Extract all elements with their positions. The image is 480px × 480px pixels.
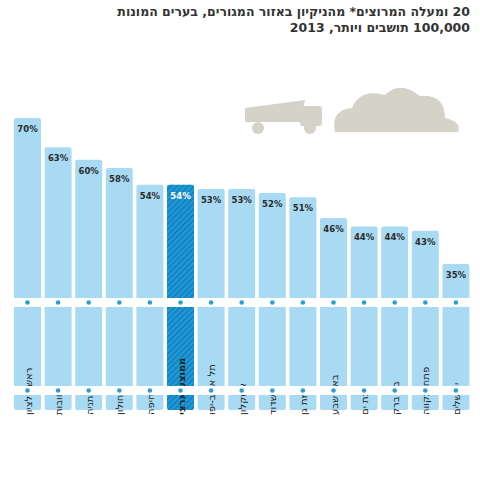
bands	[0, 298, 480, 395]
data-labels: 70% 63% 60% 58% 54% 54% 53% 53% 52% 51% 46% 44% 44% 4…	[17, 124, 466, 280]
data-label: 44%	[354, 232, 375, 242]
band-dot	[423, 300, 428, 305]
category-label: חולון	[114, 395, 125, 415]
band-dot	[117, 388, 122, 393]
band-dot	[25, 300, 30, 305]
title: 20 ומעלה המרוצים* מהניקיון באזור המגורים…	[117, 4, 470, 19]
band-dot	[117, 300, 122, 305]
truck-wheel	[252, 122, 264, 134]
band-dot	[331, 388, 336, 393]
band-dot	[86, 300, 91, 305]
band-dot	[301, 300, 306, 305]
data-label: 52%	[262, 199, 283, 209]
band-dot	[209, 388, 214, 393]
band-dot	[239, 300, 244, 305]
category-label: נתניה	[84, 392, 95, 415]
bars	[14, 118, 469, 410]
data-label: 70%	[17, 124, 38, 134]
bar	[136, 185, 163, 410]
bar	[75, 160, 102, 410]
subtitle: 100,000 תושבים ויותר, 2013	[290, 20, 470, 35]
band-dot	[362, 388, 367, 393]
data-label: 63%	[48, 153, 69, 163]
bar	[14, 118, 41, 410]
band-dot	[178, 300, 183, 305]
band	[0, 386, 480, 395]
band-dot	[209, 300, 214, 305]
band-dot	[454, 300, 459, 305]
band-dot	[301, 388, 306, 393]
data-label: 60%	[79, 166, 100, 176]
data-label: 43%	[415, 237, 436, 247]
band-dot	[392, 388, 397, 393]
band-dot	[25, 388, 30, 393]
cloud	[334, 88, 459, 132]
band-dot	[392, 300, 397, 305]
data-label: 53%	[201, 195, 222, 205]
band-dot	[239, 388, 244, 393]
bar	[351, 226, 378, 410]
data-label: 51%	[293, 203, 314, 213]
band-dot	[148, 388, 153, 393]
band-dot	[148, 300, 153, 305]
category-label: חיפה	[145, 393, 156, 415]
decoration	[245, 88, 459, 134]
band-dot	[423, 388, 428, 393]
truck-body	[245, 100, 305, 122]
data-label: 54%	[170, 191, 191, 201]
band-dot	[454, 388, 459, 393]
title-group: 20 ומעלה המרוצים* מהניקיון באזור המגורים…	[117, 4, 470, 35]
bar	[106, 168, 133, 410]
band-dot	[86, 388, 91, 393]
data-label: 54%	[140, 191, 161, 201]
truck-wheel	[304, 122, 316, 134]
band-dot	[362, 300, 367, 305]
band-dot	[56, 300, 61, 305]
band	[0, 298, 480, 307]
band-dot	[270, 388, 275, 393]
data-label: 44%	[385, 232, 406, 242]
band-dot	[331, 300, 336, 305]
data-label: 58%	[109, 174, 130, 184]
band-dot	[178, 388, 183, 393]
bar	[45, 147, 72, 410]
band-dot	[270, 300, 275, 305]
chart: 20 ומעלה המרוצים* מהניקיון באזור המגורים…	[0, 0, 480, 480]
data-label: 46%	[323, 224, 344, 234]
data-label: 35%	[446, 270, 467, 280]
band-dot	[56, 388, 61, 393]
data-label: 53%	[232, 195, 253, 205]
